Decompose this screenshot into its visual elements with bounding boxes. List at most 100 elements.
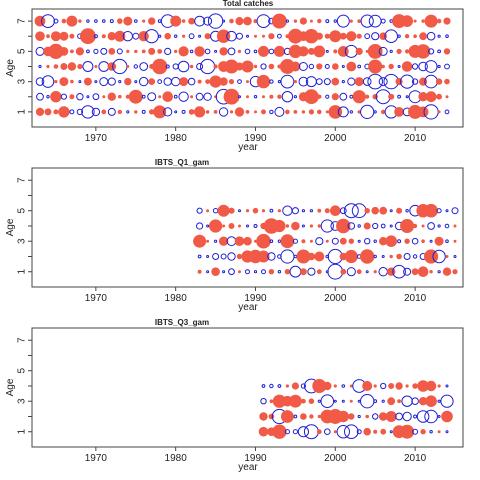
bubble-positive [174,49,178,54]
bubble-positive [126,65,130,68]
bubble-positive [53,64,59,69]
bubble-positive [80,28,96,45]
bubble-negative [197,254,202,259]
plot-frame [31,8,464,128]
bubble-negative [381,399,385,403]
bubble-negative [397,34,401,38]
bubble-negative [107,77,116,86]
bubble-negative [375,89,391,105]
bubble-negative [277,33,282,39]
bubble-positive [258,45,269,57]
bubble-negative [173,94,178,99]
bubble-negative [411,63,419,70]
x-tick-label: 1990 [244,133,267,144]
bubble-positive [437,110,441,114]
bubble-positive [70,49,74,54]
bubble-positive [346,61,357,72]
bubble-positive [148,47,156,55]
bubble-negative [86,95,90,99]
bubble-negative [98,61,110,72]
bubble-negative [380,382,387,390]
bubble-negative [308,63,315,70]
bubble-negative [81,105,95,119]
bubble-positive [107,62,117,71]
bubble-negative [196,207,203,214]
bubble-negative [367,73,384,90]
bubble-positive [373,429,378,434]
bubble-positive [194,106,206,118]
bubble-positive [413,34,417,39]
x-tick-label: 1990 [244,453,267,464]
bubble-negative [395,412,404,421]
bubble-negative [196,63,204,70]
bubble-positive [262,95,265,99]
bubble-negative [269,208,274,213]
bubble-positive [352,90,366,104]
bubble-positive [245,110,250,114]
bubble-negative [244,48,251,55]
bubble-positive [367,44,383,59]
bubble-negative [177,60,190,73]
bubble-negative [226,236,237,247]
bubble-positive [222,224,226,228]
bubble-positive [340,268,347,275]
bubble-positive [381,109,386,115]
x-tick-label: 2010 [404,453,427,464]
bubble-positive [179,77,189,87]
bubble-positive [434,236,444,246]
panel-title: IBTS_Q3_gam [155,318,209,327]
bubble-negative [336,425,350,439]
bubble-positive [315,32,323,40]
bubble-positive [441,410,453,423]
bubble-negative [139,76,149,87]
bubble-positive [299,268,307,276]
bubble-positive [365,414,370,419]
bubble-positive [213,64,218,69]
bubble-negative [284,429,290,435]
bubble-positive [301,239,306,244]
bubble-negative [293,95,297,99]
bubble-positive [223,88,240,105]
bubble-positive [316,63,323,70]
bubble-positive [289,394,302,408]
bubble-positive [205,79,211,84]
bubble-negative [203,92,212,101]
bubble-positive [425,395,437,408]
bubble-positive [194,46,205,57]
bubble-positive [417,106,429,118]
bubble-positive [253,64,258,69]
bubble-positive [254,110,257,114]
bubble-positive [380,428,387,435]
bubble-negative [237,79,242,84]
bubble-negative [444,63,450,70]
bubble-positive [243,16,252,26]
bubble-negative [218,107,229,117]
bubble-negative [343,203,359,219]
bubble-positive [419,32,428,41]
bubble-positive [188,17,196,25]
bubble-positive [50,31,61,42]
bubble-positive [290,61,301,72]
bubble-negative [424,60,438,73]
bubble-negative [346,267,356,277]
bubble-negative [320,219,334,233]
bubble-negative [206,224,210,228]
bubble-positive [309,224,313,228]
bubble-negative [378,77,388,87]
bubble-positive [229,110,234,114]
bubble-positive [316,269,322,275]
bubble-negative [381,255,385,258]
bubble-positive [268,63,275,70]
bubble-positive [59,47,69,56]
bubble-negative [403,253,411,260]
y-tick-label: 1 [17,429,28,435]
bubble-negative [331,237,339,245]
bubble-negative [437,270,441,274]
bubble-positive [291,382,299,390]
bubble-positive [395,382,403,390]
bubble-positive [379,206,388,215]
bubble-positive [445,255,449,258]
bubble-positive [404,34,410,39]
bubble-positive [181,19,186,23]
